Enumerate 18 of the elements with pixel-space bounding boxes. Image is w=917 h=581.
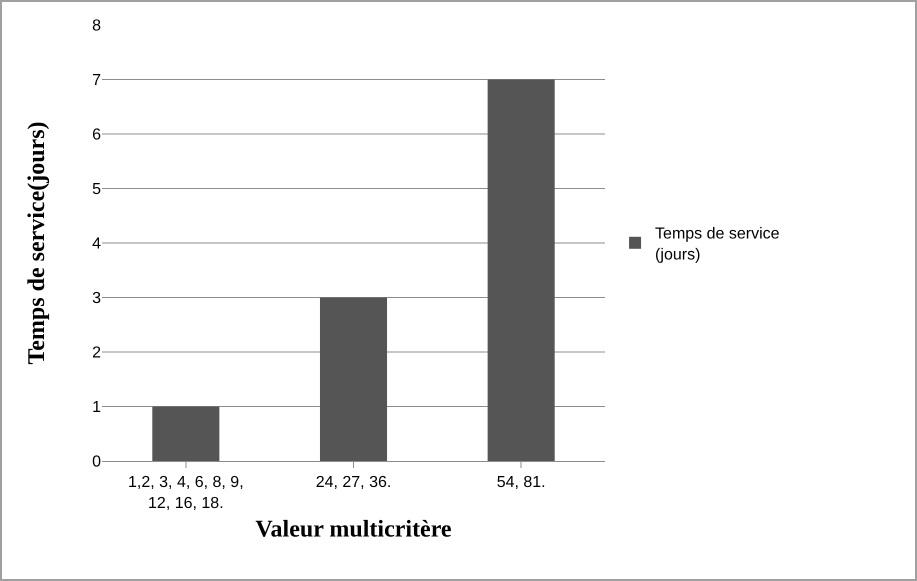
y-axis-title: Temps de service(jours)	[24, 121, 50, 365]
y-tick-label: 1	[92, 399, 102, 416]
legend-label: Temps de service (jours)	[655, 226, 780, 264]
y-tick-label: 4	[92, 236, 102, 253]
y-tick-label: 0	[92, 454, 102, 471]
x-tick-label: 24, 27, 36.	[316, 474, 392, 492]
x-tick-label: 1,2, 3, 4, 6, 8, 9, 12, 16, 18.	[128, 474, 244, 512]
y-tick-label: 2	[92, 344, 102, 362]
y-tick-label: 7	[92, 72, 102, 90]
bar	[152, 406, 220, 461]
y-tick-label: 5	[92, 181, 102, 198]
bar	[488, 80, 555, 461]
x-axis-title: Valeur multicritère	[255, 516, 452, 542]
y-tick-label: 3	[92, 290, 102, 308]
x-tick-label: 54, 81.	[496, 474, 546, 492]
y-tick-label: 8	[92, 18, 102, 35]
y-tick-label: 6	[92, 126, 102, 144]
bar	[320, 298, 388, 461]
